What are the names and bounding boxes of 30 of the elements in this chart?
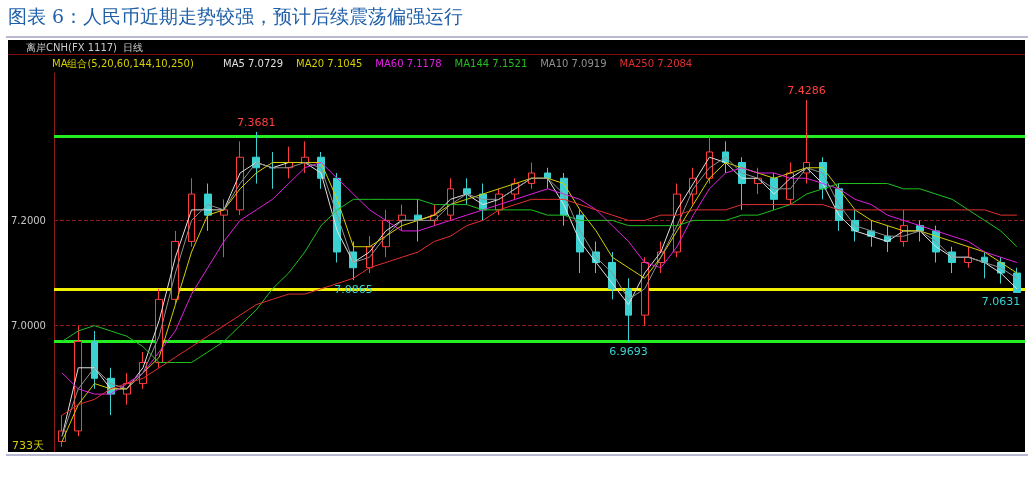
candlestick (398, 204, 406, 232)
line-series (61, 198, 1018, 416)
text: 733天 (12, 439, 44, 452)
text: MA144 7.1521 (454, 57, 528, 69)
candlestick (544, 167, 551, 190)
annotation: 7.0631 (981, 295, 1021, 309)
text: MA20 7.1045 (296, 57, 363, 69)
text: MA5 7.0729 (223, 57, 283, 69)
candlestick (1013, 267, 1021, 293)
line-series (61, 161, 1018, 395)
candlestick (220, 198, 228, 258)
text: MA250 7.2084 (619, 57, 693, 69)
annotation: 7.4286 (787, 84, 826, 98)
candlestick (463, 177, 471, 206)
candlestick (414, 198, 422, 242)
chart-subtitle: 离岸CNH(FX 1117) 日线 (8, 40, 1025, 55)
candlestick (528, 161, 535, 190)
annotation: 6.9693 (609, 344, 648, 358)
candlestick (301, 140, 309, 174)
legend-title: MA组合(5,20,60,144,10,250) (52, 57, 194, 69)
annotation: 7.0865 (334, 283, 373, 297)
candlestick (91, 330, 98, 390)
chart-title: 图表 6：人民币近期走势较强，预计后续震荡偏强运行 (8, 4, 464, 29)
annotation: 7.3681 (237, 115, 276, 129)
candlestick (188, 177, 195, 248)
line-series (61, 183, 1018, 364)
y-tick-label: 7.2000 (10, 214, 46, 226)
text: MA60 7.1178 (375, 57, 442, 69)
y-tick-label: 7.0000 (10, 320, 46, 332)
text: MA10 7.0919 (540, 57, 607, 69)
